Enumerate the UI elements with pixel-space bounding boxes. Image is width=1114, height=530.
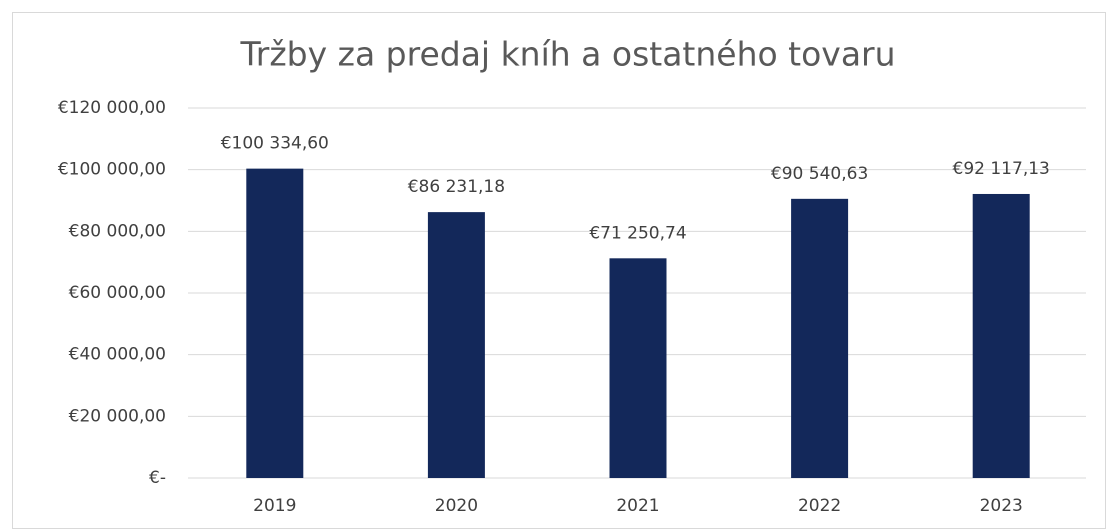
y-tick-label: €40 000,00 xyxy=(69,345,166,365)
y-tick-label: €80 000,00 xyxy=(69,221,166,241)
data-label: €90 540,63 xyxy=(771,164,868,184)
data-label: €92 117,13 xyxy=(953,159,1050,179)
x-tick-label: 2019 xyxy=(253,496,296,516)
bar xyxy=(791,198,849,478)
x-tick-label: 2021 xyxy=(616,496,659,516)
x-tick-label: 2022 xyxy=(798,496,841,516)
data-label: €71 250,74 xyxy=(589,223,686,243)
bar xyxy=(972,193,1030,479)
y-tick-label: €- xyxy=(149,468,166,488)
y-tick-label: €120 000,00 xyxy=(58,98,166,118)
y-tick-label: €60 000,00 xyxy=(69,283,166,303)
data-label: €100 334,60 xyxy=(221,134,329,154)
bar xyxy=(246,168,304,478)
chart-title: Tržby za predaj kníh a ostatného tovaru xyxy=(239,35,895,74)
y-tick-label: €20 000,00 xyxy=(69,406,166,426)
y-tick-label: €100 000,00 xyxy=(58,160,166,180)
x-tick-label: 2023 xyxy=(980,496,1023,516)
data-label: €86 231,18 xyxy=(408,177,505,197)
bar xyxy=(427,212,485,478)
bar xyxy=(609,258,667,478)
chart-border xyxy=(12,12,1106,529)
x-tick-label: 2020 xyxy=(435,496,478,516)
